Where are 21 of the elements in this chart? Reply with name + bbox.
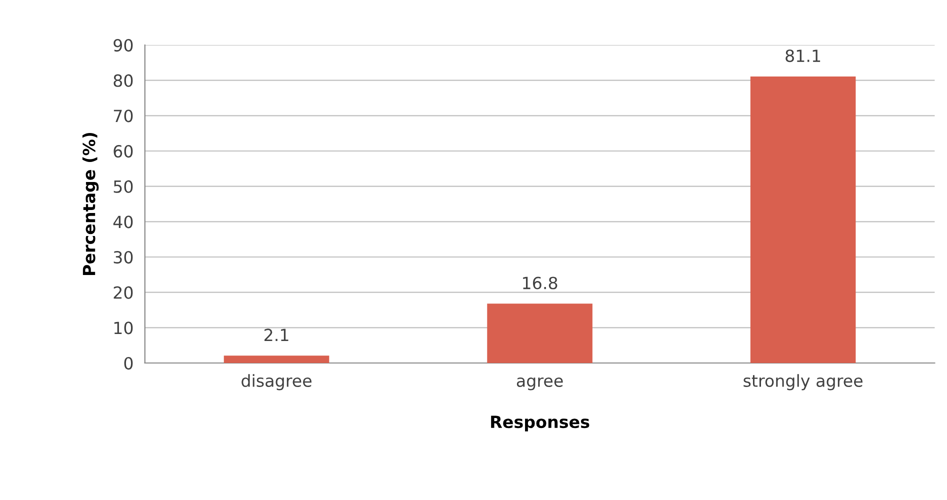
y-tick-label: 40 <box>113 216 133 228</box>
x-tick-label: strongly agree <box>744 374 862 390</box>
bar <box>750 76 856 363</box>
y-tick-label: 80 <box>114 74 133 87</box>
y-tick-label: 70 <box>114 110 133 122</box>
data-label: 81.1 <box>786 50 820 62</box>
y-tick-label: 30 <box>114 250 133 264</box>
x-tick-label: agree <box>516 377 563 390</box>
y-axis-title: Percentage (%) <box>82 132 99 275</box>
data-label: 2.1 <box>264 328 288 342</box>
bar <box>487 304 592 363</box>
x-axis-title: Responses <box>491 416 590 432</box>
y-tick-label: 90 <box>114 38 133 52</box>
y-tick-label: 50 <box>114 180 133 193</box>
y-tick-label: 20 <box>114 286 133 299</box>
y-tick-label: 10 <box>114 322 133 334</box>
bar <box>224 356 330 363</box>
x-tick-label: disagree <box>242 374 312 390</box>
y-tick-label: 0 <box>124 356 133 370</box>
y-tick-label: 60 <box>114 144 133 158</box>
data-label: 16.8 <box>523 276 558 290</box>
